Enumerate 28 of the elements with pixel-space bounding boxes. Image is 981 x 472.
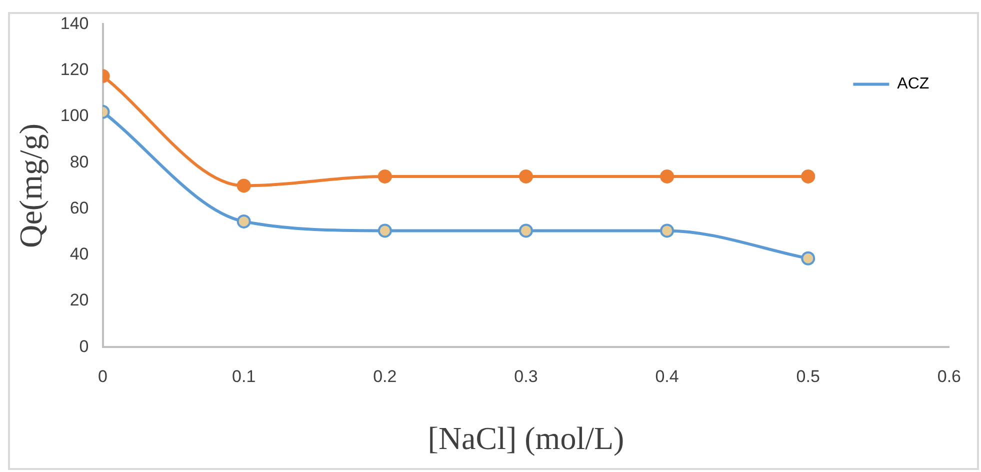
point (518, 224, 533, 238)
point (801, 251, 816, 266)
point (518, 169, 533, 184)
y-tick-label: 20 (70, 290, 89, 310)
point (236, 178, 251, 193)
point (660, 224, 674, 238)
y-tick-label: 120 (60, 60, 89, 80)
y-tick-label: 40 (70, 244, 89, 264)
point (660, 169, 674, 184)
point (378, 224, 392, 238)
point (236, 214, 251, 228)
y-tick-label: 60 (70, 198, 89, 218)
y-tick-label: 0 (79, 336, 89, 356)
x-tick-label: 0.2 (373, 367, 397, 386)
x-tick-label: 0.1 (232, 367, 256, 386)
legend-label: ACZ (897, 76, 930, 93)
x-tick-label: 0.6 (937, 367, 962, 386)
y-axis-title: Qe(mg/g) (12, 123, 49, 248)
x-tick-label: 0 (98, 367, 108, 386)
y-tick-label: 140 (60, 14, 89, 33)
point (801, 169, 816, 184)
y-tick-label: 80 (70, 152, 89, 172)
x-axis-title: [NaCl] (mol/L) (428, 420, 624, 456)
x-tick-label: 0.5 (796, 367, 820, 386)
x-tick-label: 0.3 (514, 367, 538, 386)
y-tick-label: 100 (60, 106, 89, 126)
x-tick-label: 0.4 (655, 367, 679, 386)
point (378, 169, 392, 184)
